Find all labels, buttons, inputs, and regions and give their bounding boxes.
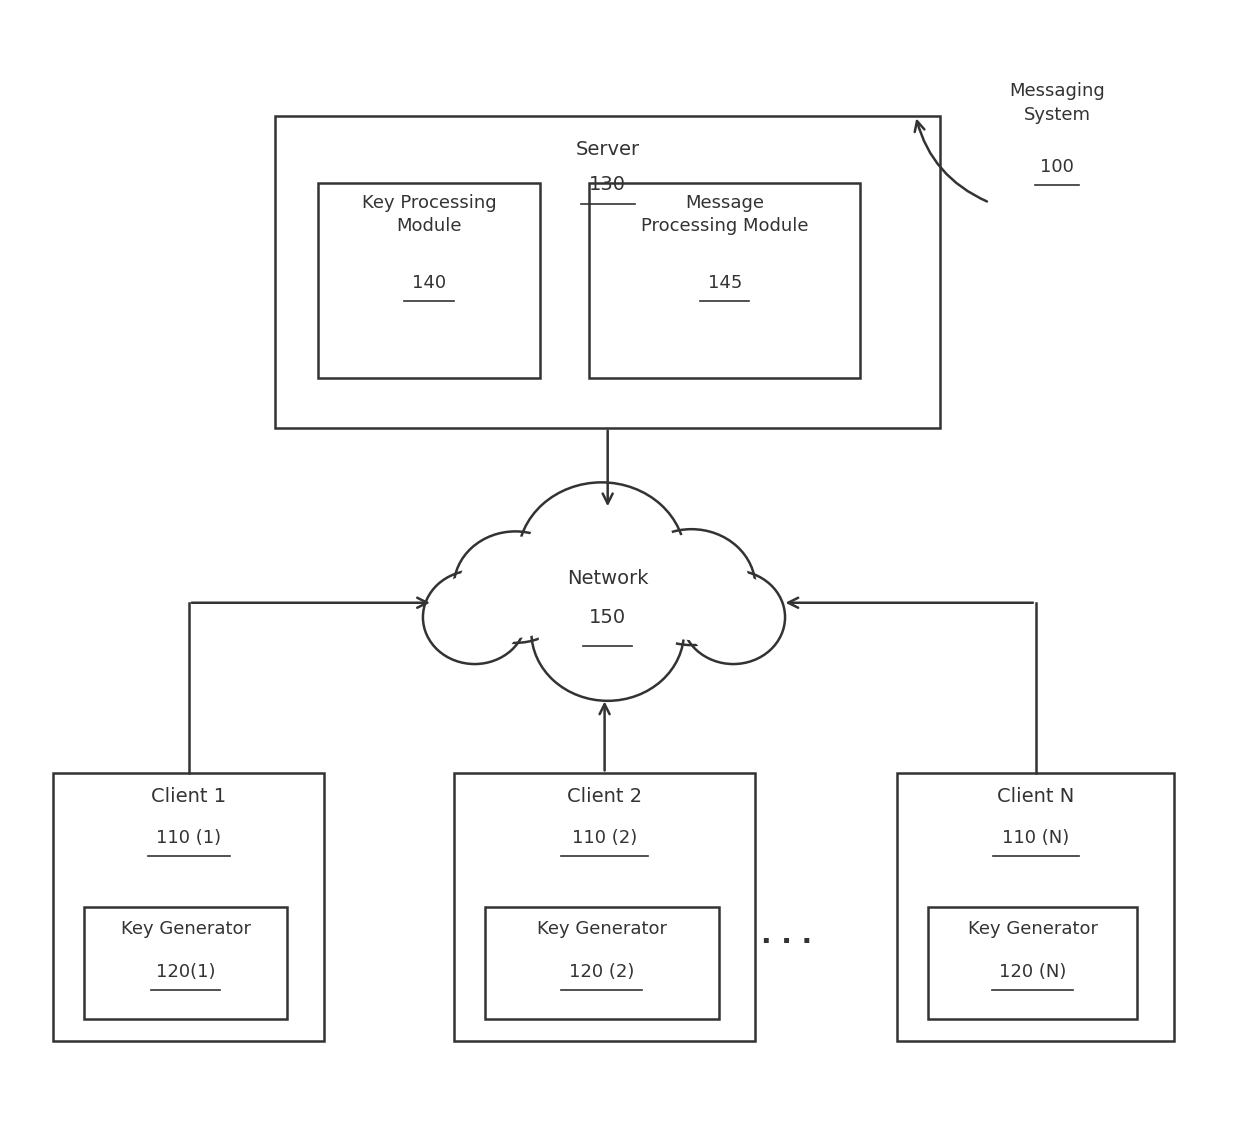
- Circle shape: [627, 529, 755, 645]
- Text: 145: 145: [708, 274, 742, 292]
- Text: Server: Server: [575, 140, 640, 159]
- Text: Client 1: Client 1: [151, 787, 227, 805]
- Text: 150: 150: [589, 608, 626, 627]
- Circle shape: [460, 537, 570, 637]
- Circle shape: [687, 575, 780, 659]
- Circle shape: [423, 570, 527, 664]
- Circle shape: [518, 483, 686, 634]
- Text: Client N: Client N: [997, 787, 1074, 805]
- Text: 130: 130: [589, 175, 626, 193]
- Text: 110 (1): 110 (1): [156, 829, 222, 847]
- FancyBboxPatch shape: [454, 774, 755, 1041]
- FancyBboxPatch shape: [53, 774, 325, 1041]
- Text: 120 (2): 120 (2): [569, 962, 634, 980]
- Text: 110 (N): 110 (N): [1002, 829, 1069, 847]
- FancyBboxPatch shape: [897, 774, 1174, 1041]
- Text: Key Generator: Key Generator: [537, 921, 667, 939]
- FancyBboxPatch shape: [319, 183, 539, 377]
- Circle shape: [526, 490, 677, 627]
- Circle shape: [539, 569, 676, 694]
- FancyBboxPatch shape: [485, 907, 718, 1019]
- Text: 100: 100: [1040, 158, 1074, 176]
- FancyBboxPatch shape: [928, 907, 1137, 1019]
- Circle shape: [531, 563, 684, 701]
- Circle shape: [428, 575, 521, 659]
- Text: Message
Processing Module: Message Processing Module: [641, 193, 808, 235]
- Text: Key Generator: Key Generator: [967, 921, 1097, 939]
- FancyBboxPatch shape: [84, 907, 288, 1019]
- Circle shape: [454, 531, 577, 642]
- FancyBboxPatch shape: [589, 183, 861, 377]
- Text: . . .: . . .: [760, 921, 812, 949]
- Text: 140: 140: [412, 274, 446, 292]
- Circle shape: [634, 535, 749, 639]
- Text: Messaging
System: Messaging System: [1009, 82, 1105, 124]
- Text: 120(1): 120(1): [156, 962, 216, 980]
- Text: Network: Network: [567, 568, 649, 587]
- Text: Key Processing
Module: Key Processing Module: [362, 193, 496, 235]
- Circle shape: [682, 570, 785, 664]
- Text: Key Generator: Key Generator: [120, 921, 250, 939]
- FancyBboxPatch shape: [275, 116, 940, 428]
- Text: Client 2: Client 2: [567, 787, 642, 805]
- Text: 110 (2): 110 (2): [572, 829, 637, 847]
- Text: 120 (N): 120 (N): [999, 962, 1066, 980]
